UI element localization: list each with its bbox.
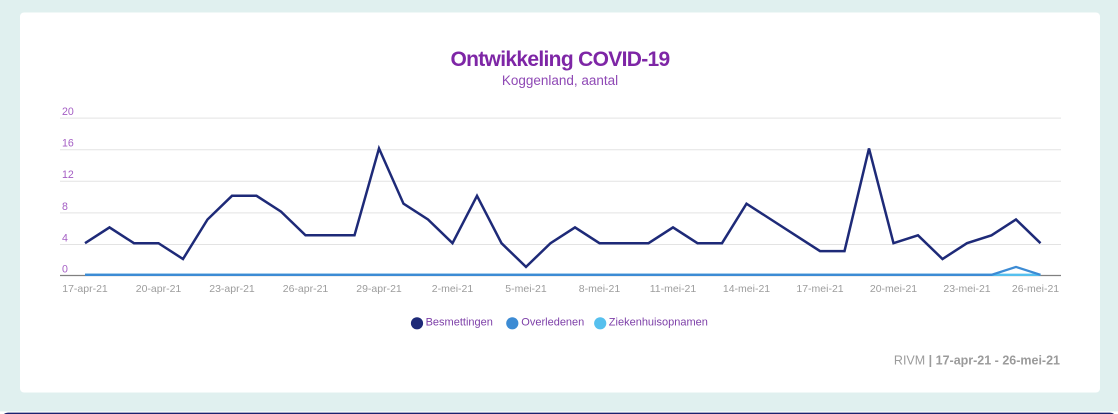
svg-text:29-apr-21: 29-apr-21	[356, 283, 402, 295]
svg-text:12: 12	[62, 169, 74, 181]
svg-text:26-mei-21: 26-mei-21	[1012, 283, 1059, 295]
svg-text:14-mei-21: 14-mei-21	[723, 283, 770, 295]
svg-text:Koggenland, aantal: Koggenland, aantal	[502, 73, 618, 88]
svg-text:11-mei-21: 11-mei-21	[650, 283, 697, 295]
svg-text:20-apr-21: 20-apr-21	[136, 283, 182, 295]
svg-text:26-apr-21: 26-apr-21	[283, 283, 329, 295]
svg-text:17-mei-21: 17-mei-21	[796, 283, 843, 295]
svg-text:5-mei-21: 5-mei-21	[505, 283, 547, 295]
svg-text:2-mei-21: 2-mei-21	[432, 283, 474, 295]
svg-text:8: 8	[62, 201, 68, 213]
svg-text:4: 4	[62, 232, 68, 244]
svg-text:17-apr-21: 17-apr-21	[62, 283, 108, 295]
svg-text:16: 16	[62, 138, 74, 150]
svg-text:8-mei-21: 8-mei-21	[579, 283, 621, 295]
svg-text:0: 0	[62, 263, 68, 275]
svg-text:Besmettingen: Besmettingen	[426, 317, 493, 329]
svg-text:23-apr-21: 23-apr-21	[209, 283, 255, 295]
svg-text:23-mei-21: 23-mei-21	[943, 283, 990, 295]
svg-text:Ontwikkeling COVID-19: Ontwikkeling COVID-19	[450, 48, 669, 71]
svg-text:20-mei-21: 20-mei-21	[870, 283, 917, 295]
svg-text:20: 20	[62, 106, 74, 118]
svg-text:Overledenen: Overledenen	[521, 317, 584, 329]
svg-text:RIVM | 17-apr-21 - 26-mei-21: RIVM | 17-apr-21 - 26-mei-21	[894, 354, 1060, 368]
svg-text:Ziekenhuisopnamen: Ziekenhuisopnamen	[609, 317, 708, 329]
